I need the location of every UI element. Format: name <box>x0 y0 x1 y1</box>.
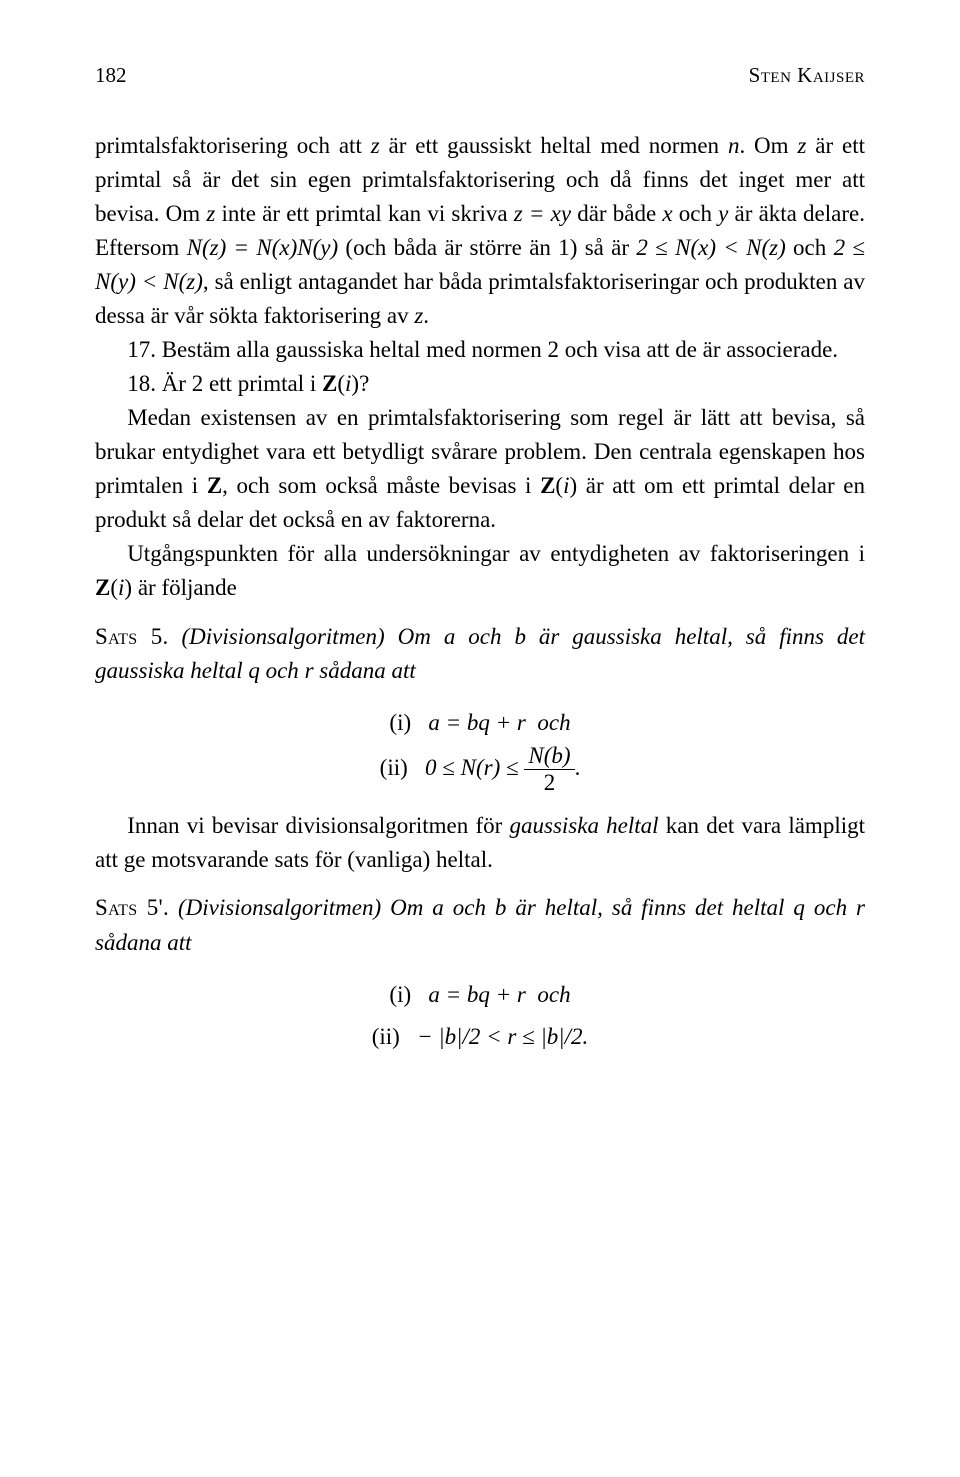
equation-line-ii: (ii) 0 ≤ N(r) ≤ N(b)2. <box>95 744 865 795</box>
theorem-text: sådana att <box>314 658 416 683</box>
theorem-text: och <box>260 658 305 683</box>
set-Z: Z <box>540 473 555 498</box>
var-z: z <box>371 133 380 158</box>
paragraph-1: primtalsfaktorisering och att z är ett g… <box>95 129 865 333</box>
eq-label: (ii) <box>372 1024 400 1049</box>
set-Z: Z <box>207 473 222 498</box>
text: och <box>673 201 719 226</box>
paragraph-2: Medan existensen av en primtalsfaktorise… <box>95 401 865 537</box>
text: ) <box>351 371 359 396</box>
var-z: z <box>414 303 423 328</box>
exercise-text: Bestäm alla gaussiska heltal med normen … <box>156 337 838 362</box>
eq: a = bq + r <box>428 982 526 1007</box>
equation-line-ii: (ii) − |b|/2 < r ≤ |b|/2. <box>95 1016 865 1059</box>
text: ? <box>359 371 369 396</box>
eq-lhs: 0 ≤ N(r) ≤ <box>425 755 519 780</box>
var-q: q <box>248 658 260 683</box>
text: där både <box>571 201 662 226</box>
text: . Om <box>739 133 797 158</box>
eq-label: (i) <box>389 982 411 1007</box>
var-a: a <box>444 624 456 649</box>
text: och <box>786 235 834 260</box>
text: (och båda är större än 1) så är <box>338 235 636 260</box>
var-q: q <box>793 895 805 920</box>
header-author: Sten Kaijser <box>749 60 865 91</box>
theorem-text: sådana att <box>95 930 191 955</box>
eq-label: (ii) <box>380 755 408 780</box>
fraction: N(b)2 <box>524 744 574 795</box>
ineq1: 2 ≤ N(x) < N(z) <box>636 235 785 260</box>
eq: − |b|/2 < r ≤ |b|/2. <box>417 1024 588 1049</box>
text: , och som också måste bevisas i <box>222 473 540 498</box>
theorem-text: (Divisionsalgoritmen) Om <box>169 895 432 920</box>
page-number: 182 <box>95 60 127 91</box>
eq-label: (i) <box>389 710 411 735</box>
equation-block-2: (i) a = bq + r och (ii) − |b|/2 < r ≤ |b… <box>95 974 865 1059</box>
var-r: r <box>856 895 865 920</box>
var-y: y <box>718 201 728 226</box>
theorem-text: och <box>455 624 514 649</box>
eq-z-xy: z = xy <box>514 201 571 226</box>
numerator: N(b) <box>524 744 574 770</box>
var-n: n <box>728 133 740 158</box>
var-b: b <box>514 624 526 649</box>
var-a: a <box>432 895 444 920</box>
exercise-18: 18. Är 2 ett primtal i Z(i)? <box>95 367 865 401</box>
text: ) <box>124 575 132 600</box>
text: ( <box>555 473 563 498</box>
theorem-label: Sats 5'. <box>95 895 169 920</box>
theorem-label: Sats 5. <box>95 624 169 649</box>
text: , så enligt antagandet har båda primtals… <box>95 269 865 328</box>
text: ( <box>110 575 118 600</box>
text: ( <box>337 371 345 396</box>
exercise-number: 18. <box>127 371 156 396</box>
paragraph-4: Innan vi bevisar divisionsalgoritmen för… <box>95 809 865 877</box>
paragraph-3: Utgångspunkten för alla undersökningar a… <box>95 537 865 605</box>
eq: a = bq + r <box>428 710 526 735</box>
text: är ett gaussiskt heltal med normen <box>380 133 728 158</box>
equation-block-1: (i) a = bq + r och (ii) 0 ≤ N(r) ≤ N(b)2… <box>95 702 865 796</box>
set-Z: Z <box>322 371 337 396</box>
text: Utgångspunkten för alla undersökningar a… <box>127 541 865 566</box>
theorem-text: är heltal, så finns det heltal <box>506 895 793 920</box>
text: och <box>537 710 570 735</box>
text: inte är ett primtal kan vi skriva <box>215 201 513 226</box>
theorem-text: och <box>444 895 495 920</box>
page-header: 182 Sten Kaijser <box>95 60 865 91</box>
exercise-17: 17. Bestäm alla gaussiska heltal med nor… <box>95 333 865 367</box>
equation-line-i: (i) a = bq + r och <box>95 702 865 745</box>
text: ) <box>569 473 577 498</box>
period: . <box>575 755 581 780</box>
var-b: b <box>495 895 507 920</box>
theorem-text: och <box>805 895 856 920</box>
text: Innan vi bevisar divisionsalgoritmen för <box>127 813 509 838</box>
theorem-text: (Divisionsalgoritmen) Om <box>169 624 444 649</box>
theorem-5-prime: Sats 5'. (Divisionsalgoritmen) Om a och … <box>95 891 865 959</box>
eq-nz: N(z) = N(x)N(y) <box>187 235 339 260</box>
set-Z: Z <box>95 575 110 600</box>
var-z: z <box>206 201 215 226</box>
emph: gaussiska heltal <box>510 813 659 838</box>
text: primtalsfaktorisering och att <box>95 133 371 158</box>
exercise-text: Är 2 ett primtal i <box>156 371 322 396</box>
var-x: x <box>662 201 672 226</box>
text: och <box>537 982 570 1007</box>
var-r: r <box>305 658 314 683</box>
exercise-number: 17. <box>127 337 156 362</box>
theorem-5: Sats 5. (Divisionsalgoritmen) Om a och b… <box>95 620 865 688</box>
text: är följande <box>132 575 237 600</box>
denominator: 2 <box>524 770 574 795</box>
text: . <box>423 303 429 328</box>
equation-line-i: (i) a = bq + r och <box>95 974 865 1017</box>
